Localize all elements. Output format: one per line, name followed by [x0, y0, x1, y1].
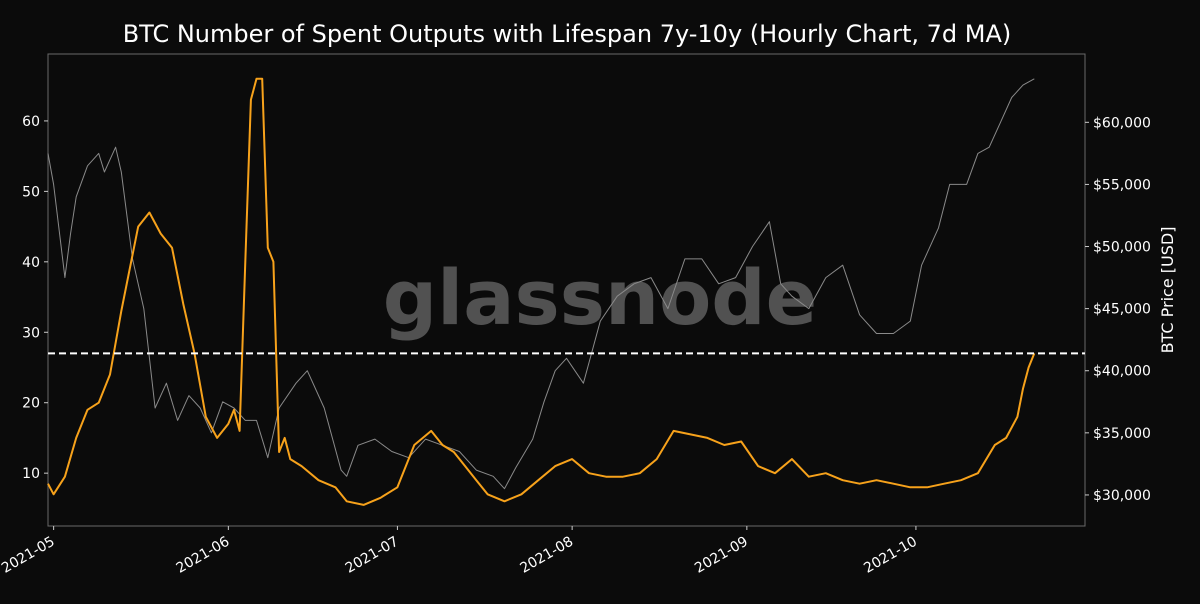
- watermark-text: glassnode: [383, 253, 817, 342]
- right-axis-label: BTC Price [USD]: [1158, 227, 1177, 354]
- y-right-tick-label: $60,000: [1093, 115, 1151, 131]
- y-left-tick-label: 10: [22, 466, 40, 482]
- y-left-tick-label: 60: [22, 114, 40, 130]
- series-line-btc-price: [47, 78, 1035, 490]
- y-right-tick-label: $45,000: [1093, 302, 1151, 318]
- y-left-tick-label: 40: [22, 255, 40, 271]
- series-layer: [47, 77, 1036, 506]
- y-right-tick-label: $35,000: [1093, 426, 1151, 442]
- plot-frame: [47, 53, 1086, 527]
- y-right-tick-label: $55,000: [1093, 177, 1151, 193]
- y-right-tick-label: $50,000: [1093, 240, 1151, 256]
- y-left-tick-label: 30: [22, 325, 40, 341]
- y-left-tick-label: 20: [22, 396, 40, 412]
- y-right-tick-label: $40,000: [1093, 364, 1151, 380]
- chart-title: BTC Number of Spent Outputs with Lifespa…: [123, 20, 1012, 48]
- series-line-spent-outputs: [47, 77, 1036, 506]
- y-right-tick-label: $30,000: [1093, 488, 1151, 504]
- y-left-tick-label: 50: [22, 184, 40, 200]
